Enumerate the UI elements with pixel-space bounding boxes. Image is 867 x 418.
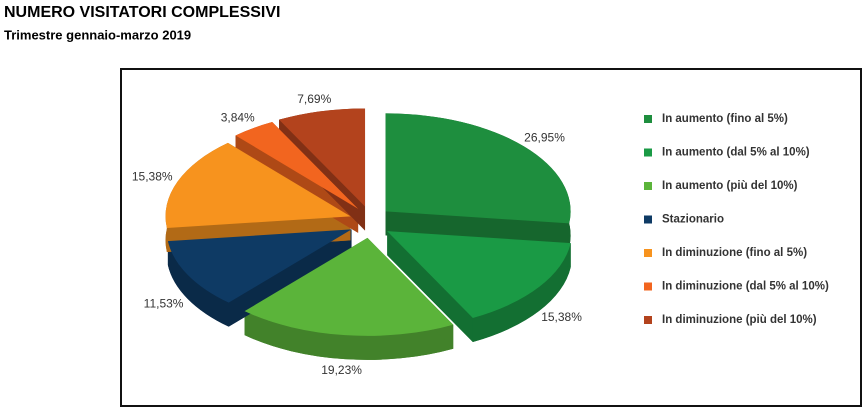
- chart-frame: [120, 68, 862, 407]
- value-label: 15,38%: [541, 310, 582, 324]
- slice-inner: [166, 142, 351, 253]
- legend-label: In diminuzione (più del 10%): [662, 314, 817, 326]
- slice-wall: [167, 241, 229, 327]
- value-label: 15,38%: [132, 169, 173, 183]
- chart-title: NUMERO VISITATORI COMPLESSIVI: [4, 4, 280, 21]
- legend-label: In aumento (più del 10%): [662, 180, 798, 192]
- legend-swatch: [644, 316, 652, 324]
- legend-swatch: [644, 282, 652, 291]
- legend-label: In diminuzione (dal 5% al 10%): [662, 281, 829, 293]
- value-label: 3,84%: [221, 110, 255, 124]
- legend-swatch: [644, 182, 652, 190]
- pie-slice: [235, 122, 359, 209]
- legend-label: In diminuzione (fino al 5%): [662, 247, 807, 259]
- value-label: 26,95%: [524, 131, 565, 145]
- slice-wall: [472, 243, 571, 342]
- pie-tops: [165, 108, 571, 336]
- legend-label: In aumento (fino al 5%): [662, 113, 788, 125]
- legend-swatch: [644, 249, 652, 257]
- slice-wall: [244, 311, 454, 360]
- chart-subtitle: Trimestre gennaio-marzo 2019: [4, 27, 191, 42]
- legend-swatch: [644, 115, 652, 123]
- value-label: 7,69%: [297, 92, 331, 106]
- value-label: 19,23%: [321, 363, 362, 377]
- legend-label: Stazionario: [662, 214, 724, 226]
- legend-swatch: [644, 148, 652, 157]
- legend-swatch: [644, 215, 652, 224]
- legend-label: In aumento (dal 5% al 10%): [662, 147, 810, 159]
- pie-slice: [244, 237, 454, 336]
- pie-slice: [387, 231, 571, 318]
- pie-slice: [165, 142, 351, 229]
- pie-slice: [167, 229, 352, 303]
- value-label: 11,53%: [144, 297, 184, 311]
- pie-slice: [279, 108, 366, 207]
- pie-slice: [385, 113, 571, 224]
